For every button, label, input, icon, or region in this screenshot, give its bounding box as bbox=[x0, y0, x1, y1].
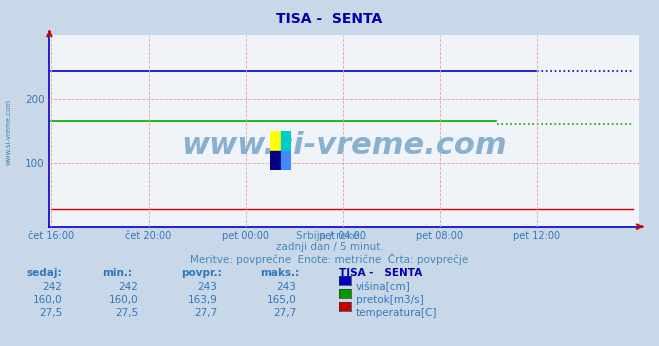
Text: temperatura[C]: temperatura[C] bbox=[356, 308, 438, 318]
Bar bbox=[281, 151, 291, 170]
Text: Srbija / reke.: Srbija / reke. bbox=[297, 231, 362, 241]
Text: www.si-vreme.com: www.si-vreme.com bbox=[181, 131, 507, 161]
Text: zadnji dan / 5 minut.: zadnji dan / 5 minut. bbox=[275, 242, 384, 252]
Text: 242: 242 bbox=[43, 282, 63, 292]
Text: višina[cm]: višina[cm] bbox=[356, 282, 411, 292]
Bar bbox=[270, 151, 281, 170]
Text: www.si-vreme.com: www.si-vreme.com bbox=[5, 98, 11, 165]
Text: TISA -  SENTA: TISA - SENTA bbox=[276, 12, 383, 26]
Bar bbox=[270, 131, 281, 151]
Text: 27,5: 27,5 bbox=[40, 308, 63, 318]
Text: 243: 243 bbox=[277, 282, 297, 292]
Text: 27,5: 27,5 bbox=[115, 308, 138, 318]
Text: povpr.:: povpr.: bbox=[181, 268, 222, 278]
Text: pretok[m3/s]: pretok[m3/s] bbox=[356, 295, 424, 305]
Text: 160,0: 160,0 bbox=[33, 295, 63, 305]
Text: 160,0: 160,0 bbox=[109, 295, 138, 305]
Text: sedaj:: sedaj: bbox=[26, 268, 62, 278]
Text: 163,9: 163,9 bbox=[188, 295, 217, 305]
Text: 27,7: 27,7 bbox=[194, 308, 217, 318]
Text: TISA -   SENTA: TISA - SENTA bbox=[339, 268, 422, 278]
Bar bbox=[281, 131, 291, 151]
Text: 242: 242 bbox=[119, 282, 138, 292]
Text: Meritve: povprečne  Enote: metrične  Črta: povprečje: Meritve: povprečne Enote: metrične Črta:… bbox=[190, 253, 469, 265]
Text: maks.:: maks.: bbox=[260, 268, 300, 278]
Text: 243: 243 bbox=[198, 282, 217, 292]
Text: min.:: min.: bbox=[102, 268, 132, 278]
Text: 165,0: 165,0 bbox=[267, 295, 297, 305]
Text: 27,7: 27,7 bbox=[273, 308, 297, 318]
